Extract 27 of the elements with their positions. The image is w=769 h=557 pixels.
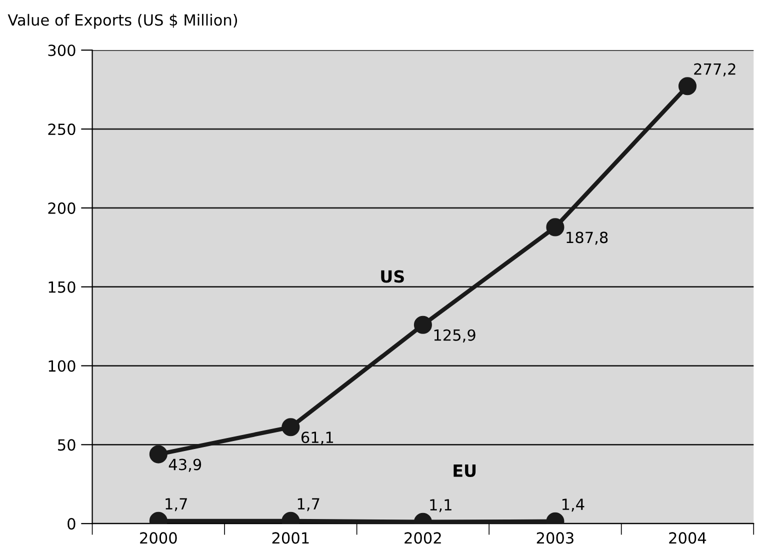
text: EU (454, 464, 476, 477)
data-label: 61,1 (301, 432, 334, 445)
data-label: 1,7 (298, 498, 320, 512)
data-label: 277,2 (694, 63, 736, 76)
y-tick-label: 50 (58, 439, 76, 451)
y-tick-label: 0 (68, 518, 76, 530)
y-tick-label: 150 (48, 281, 76, 293)
y-tick-label: 250 (48, 124, 76, 136)
x-tick-label: 2000 (140, 532, 177, 544)
point (414, 316, 432, 334)
data-label: 125,9 (434, 329, 476, 342)
y-axis-title: Value of Exports (US $ Million) (8, 14, 238, 29)
point (678, 77, 697, 96)
data-label: 1,1 (430, 499, 452, 512)
x-tick-label: 2001 (272, 532, 309, 544)
y-tick-label: 200 (48, 202, 76, 214)
x-tick-label: 2002 (404, 532, 441, 544)
x-tick-label: 2003 (536, 532, 574, 544)
x-tick-label: 2004 (669, 532, 706, 544)
data-label: 1,4 (562, 498, 584, 512)
data-label: 43,9 (168, 458, 202, 472)
data-label: 187,8 (566, 232, 608, 245)
point (546, 218, 564, 236)
y-tick-label: 100 (48, 360, 76, 372)
text: US (381, 270, 404, 283)
y-tick-label: 300 (48, 44, 76, 56)
data-label: 1,7 (166, 498, 187, 512)
